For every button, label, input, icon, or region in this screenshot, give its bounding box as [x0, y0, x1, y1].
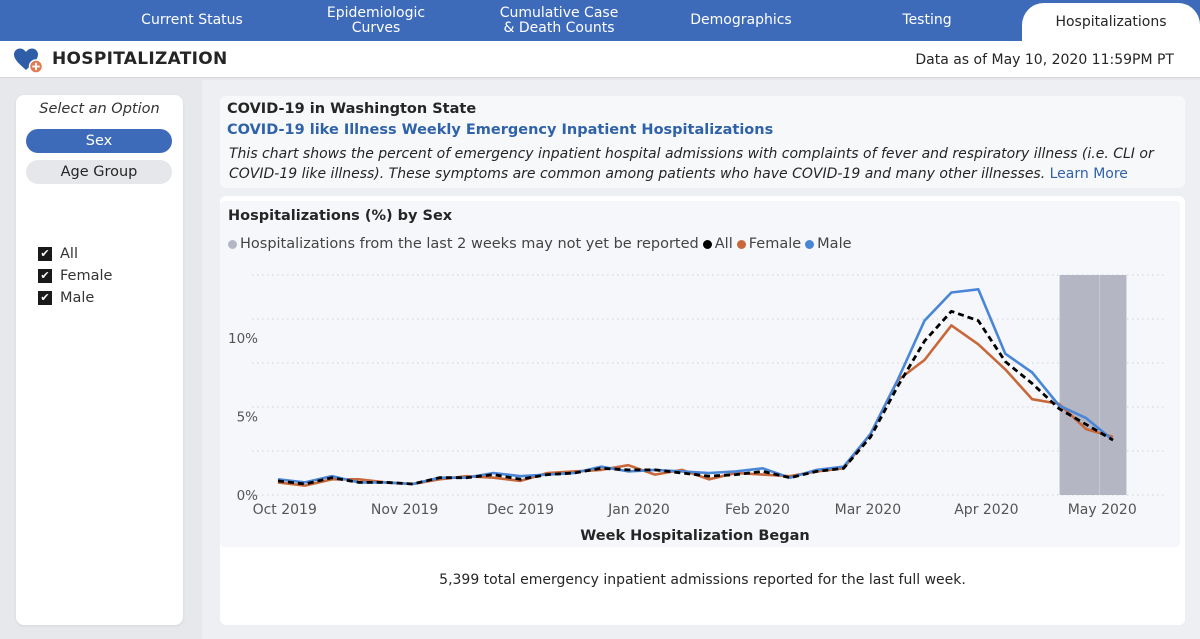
legend-dot-icon — [805, 239, 815, 249]
legend-item-female[interactable]: Female — [736, 236, 802, 252]
option-sex-button[interactable]: Sex — [26, 129, 172, 153]
top-nav: Current Status Epidemiologic Curves Cumu… — [0, 0, 1200, 41]
legend-item-all[interactable]: All — [702, 236, 733, 252]
chart-card: Hospitalizations (%) by Sex Hospitalizat… — [220, 196, 1185, 625]
info-card: COVID-19 in Washington State COVID-19 li… — [220, 96, 1185, 188]
filter-male[interactable]: ✔ Male — [38, 288, 94, 308]
checkbox-checked-icon[interactable]: ✔ — [38, 269, 52, 283]
y-tick-label: 10% — [228, 331, 258, 347]
x-axis-label: Week Hospitalization Began — [580, 528, 809, 544]
heart-plus-icon — [14, 48, 44, 74]
chart-legend: Hospitalizations from the last 2 weeks m… — [228, 236, 856, 252]
tab-testing[interactable]: Testing — [852, 0, 1002, 41]
x-tick-label: Jan 2020 — [607, 502, 670, 518]
tab-cumulative-counts[interactable]: Cumulative Case & Death Counts — [484, 0, 634, 41]
x-tick-label: Dec 2019 — [487, 502, 554, 518]
legend-dot-icon — [228, 239, 237, 249]
unreported-period-bar — [1059, 275, 1100, 495]
tab-label: Current Status — [141, 12, 243, 28]
filter-all[interactable]: ✔ All — [38, 244, 78, 264]
line-chart: 0% 5% 10% Oct 2019 Nov 2019 Dec 2019 Jan 2020… — [228, 274, 1165, 544]
info-subtitle: COVID-19 like Illness Weekly Emergency I… — [227, 122, 774, 138]
legend-dot-icon — [702, 239, 712, 249]
x-tick-label: Oct 2019 — [253, 502, 317, 518]
info-description: This chart shows the percent of emergenc… — [229, 144, 1179, 184]
data-as-of: Data as of May 10, 2020 11:59PM PT — [915, 52, 1174, 68]
filter-label: Male — [60, 290, 95, 306]
x-tick-label: Feb 2020 — [725, 502, 790, 518]
option-sidebar: Select an Option Sex Age Group ✔ All ✔ F… — [16, 95, 183, 625]
tab-label: Hospitalizations — [1055, 13, 1167, 30]
info-title: COVID-19 in Washington State — [227, 101, 477, 117]
tab-hospitalizations[interactable]: Hospitalizations — [1022, 3, 1200, 41]
chart-panel — [220, 201, 1180, 547]
legend-label: Male — [817, 236, 852, 252]
tab-label: Epidemiologic Curves — [326, 4, 426, 36]
series-line-female[interactable] — [277, 324, 1114, 487]
filter-label: All — [60, 246, 78, 262]
x-tick-label: Apr 2020 — [954, 502, 1018, 518]
legend-label: Hospitalizations from the last 2 weeks m… — [240, 236, 699, 252]
x-tick-label: Nov 2019 — [371, 502, 438, 518]
page-header: HOSPITALIZATION Data as of May 10, 2020 … — [0, 41, 1200, 78]
filter-female[interactable]: ✔ Female — [38, 266, 112, 286]
checkbox-checked-icon[interactable]: ✔ — [38, 291, 52, 305]
learn-more-link[interactable]: Learn More — [1049, 166, 1128, 182]
page-title: HOSPITALIZATION — [52, 49, 228, 69]
legend-label: Female — [748, 236, 802, 252]
tab-label: Cumulative Case & Death Counts — [499, 4, 619, 36]
y-tick-label: 0% — [237, 488, 259, 504]
legend-label: All — [714, 236, 733, 252]
tab-current-status[interactable]: Current Status — [118, 0, 266, 41]
tab-epidemiologic-curves[interactable]: Epidemiologic Curves — [300, 0, 452, 41]
y-tick-label: 5% — [237, 410, 259, 426]
weekly-total-footnote: 5,399 total emergency inpatient admissio… — [439, 572, 966, 588]
legend-item-male[interactable]: Male — [805, 236, 852, 252]
select-option-label: Select an Option — [39, 101, 160, 117]
option-age-group-button[interactable]: Age Group — [26, 160, 172, 184]
tab-demographics[interactable]: Demographics — [666, 0, 816, 41]
legend-dot-icon — [736, 239, 746, 249]
x-tick-label: Mar 2020 — [835, 502, 902, 518]
x-tick-label: May 2020 — [1068, 502, 1137, 518]
description-text: This chart shows the percent of emergenc… — [229, 146, 1154, 182]
checkbox-checked-icon[interactable]: ✔ — [38, 247, 52, 261]
filter-label: Female — [60, 268, 113, 284]
tab-label: Demographics — [690, 12, 792, 28]
chart-title: Hospitalizations (%) by Sex — [228, 208, 453, 224]
unreported-period-bar — [1099, 275, 1127, 495]
tab-label: Testing — [902, 12, 952, 28]
series-line-all[interactable] — [277, 309, 1114, 486]
legend-item-unreported[interactable]: Hospitalizations from the last 2 weeks m… — [228, 236, 699, 252]
